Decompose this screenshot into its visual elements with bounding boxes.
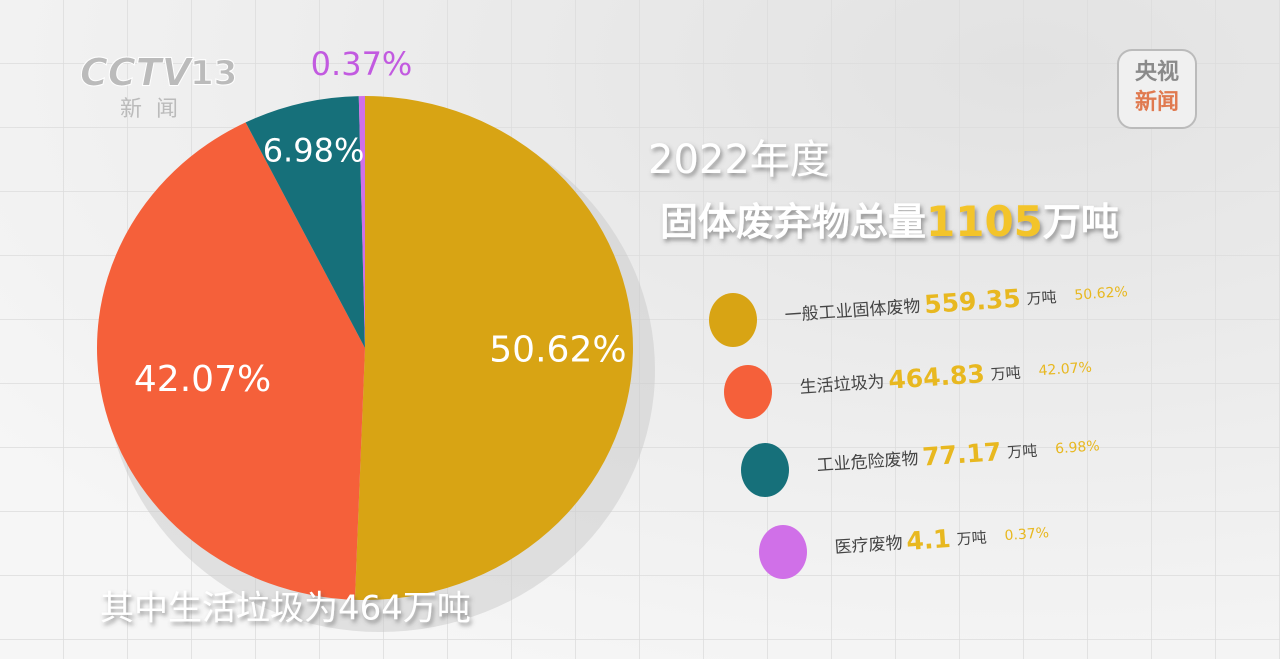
legend-amount: 77.17	[921, 437, 1002, 471]
slice-label: 42.07%	[134, 359, 271, 400]
legend-amount: 559.35	[923, 284, 1021, 320]
legend-amount: 464.83	[887, 359, 985, 395]
legend-swatch	[724, 365, 772, 419]
legend-unit: 万吨	[956, 528, 987, 548]
corner-logo-top: 央视	[1135, 59, 1179, 85]
legend-percent: 6.98%	[1055, 438, 1100, 457]
corner-logo-bottom: 新闻	[1135, 89, 1179, 115]
legend-swatch	[759, 525, 807, 579]
caption: 其中生活垃圾为464万吨	[100, 589, 471, 629]
legend-amount: 4.1	[905, 524, 951, 556]
legend-percent: 0.37%	[1004, 525, 1049, 544]
pie-slice	[96, 122, 365, 600]
legend-name: 医疗废物	[834, 533, 903, 558]
legend-unit: 万吨	[1026, 288, 1057, 308]
chart-subtitle: 固体废弃物总量1105万吨	[660, 197, 1119, 246]
legend-swatch	[709, 293, 757, 347]
chart-title: 2022年度	[648, 137, 830, 183]
logo-number: 13	[190, 54, 237, 94]
legend-swatch	[741, 443, 789, 497]
legend-entry: 医疗废物4.1 万吨 0.37%	[834, 517, 1050, 561]
subtitle-text: 固体废弃物总量	[660, 200, 926, 244]
legend: 一般工业固体废物559.35 万吨 50.62%生活垃圾为464.83 万吨 42.07…	[709, 284, 1128, 579]
legend-entry: 工业危险废物77.17 万吨 6.98%	[816, 430, 1101, 479]
slice-label: 0.37%	[311, 45, 413, 83]
pie	[96, 96, 633, 600]
pie-slice	[245, 96, 365, 348]
corner-logo-box	[1117, 49, 1197, 129]
legend-percent: 50.62%	[1074, 284, 1128, 304]
slice-label: 50.62%	[489, 329, 626, 370]
slice-label: 6.98%	[263, 131, 365, 169]
legend-unit: 万吨	[1007, 441, 1038, 461]
logo-channel: 新闻	[120, 97, 192, 122]
pie-slice	[358, 96, 365, 348]
legend-percent: 42.07%	[1038, 360, 1092, 380]
subtitle-total: 1105	[926, 197, 1043, 246]
subtitle-unit: 万吨	[1043, 200, 1119, 244]
logo-brand: CCTV	[80, 51, 194, 95]
legend-unit: 万吨	[990, 363, 1021, 383]
pie-slice	[354, 96, 633, 600]
